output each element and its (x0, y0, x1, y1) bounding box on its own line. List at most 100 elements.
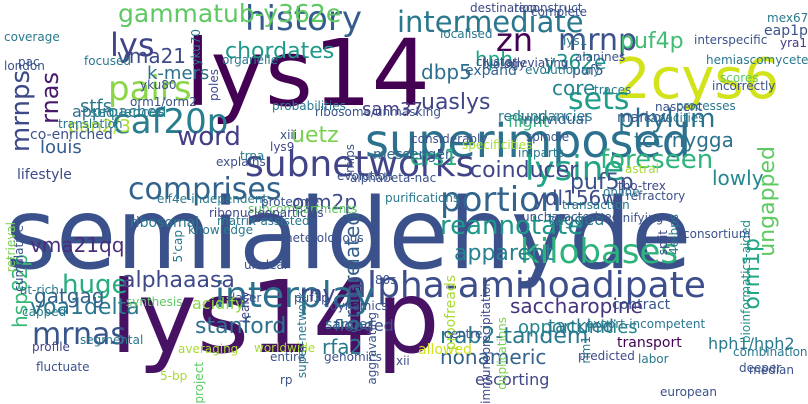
cloud-word: alpha-aminoadipate (345, 265, 706, 306)
cloud-word: unclear (244, 258, 289, 272)
cloud-word: hph (475, 47, 514, 71)
cloud-word: deeper (739, 361, 782, 375)
cloud-word: heterologous (285, 231, 364, 245)
cloud-word: online (603, 185, 640, 199)
cloud-word: transaction (562, 198, 630, 212)
cloud-word: matrix-assisted (217, 214, 310, 228)
cloud-word: genomics (324, 350, 382, 364)
cloud-word: lys (110, 26, 155, 64)
cloud-word: traces (594, 83, 632, 97)
cloud-word: sam37 (362, 99, 423, 120)
cloud-word: refractory (626, 189, 686, 203)
cloud-word: subnetworks (245, 144, 475, 185)
cloud-word: 80s (375, 273, 397, 287)
cloud-word: gammatub-y362e (118, 0, 342, 28)
cloud-word: averaging (178, 342, 239, 356)
cloud-word: european (660, 385, 717, 399)
cloud-word: semialdehyde (5, 178, 692, 292)
cloud-word: capacities (644, 111, 705, 125)
cloud-word: explains (216, 155, 266, 169)
cloud-word: expand (465, 63, 517, 79)
cloud-word: nonameric (440, 345, 547, 369)
cloud-word: puf3p (294, 291, 329, 305)
cloud-word: vma21qq (30, 233, 125, 257)
cloud-word: rim1 (579, 336, 593, 364)
cloud-word: tho-trex (618, 179, 666, 193)
cloud-word: redundancies (498, 109, 593, 125)
cloud-word: mrnp (558, 23, 638, 58)
cloud-word: yku80 (140, 78, 177, 92)
cloud-word: cluster (476, 55, 517, 69)
cloud-word: y362e (544, 50, 607, 74)
cloud-word: yra1 (780, 36, 808, 50)
cloud-word: word (177, 122, 241, 152)
cloud-word: intermediate (397, 5, 584, 39)
cloud-word: ers1 (410, 146, 459, 171)
cloud-word: portion (440, 180, 562, 220)
cloud-word: spindle (526, 130, 570, 144)
cloud-word: dbp5 (421, 60, 472, 84)
cloud-word: imparts (518, 146, 564, 160)
cloud-word: nab2-tandem (440, 324, 589, 349)
cloud-word: kilobases (520, 232, 679, 272)
cloud-word: incorrectly (712, 79, 776, 93)
cloud-word: reannotate (440, 211, 584, 241)
cloud-word: hph1/hph2 (708, 334, 795, 353)
cloud-word: xiii (280, 128, 298, 142)
cloud-word: zn (496, 21, 534, 59)
cloud-word: 5'cap (171, 230, 185, 263)
cloud-word: duplications (495, 317, 509, 390)
cloud-word: localised (440, 27, 493, 41)
cloud-word: alleviating (506, 56, 569, 70)
cloud-word: sequenced (90, 105, 167, 121)
cloud-word: stanford (195, 314, 287, 339)
cloud-word: approaches (72, 102, 166, 121)
cloud-word: entire (270, 350, 306, 364)
cloud-word: synthesis (126, 295, 183, 309)
cloud-word: interplay (215, 275, 376, 316)
cloud-word: 2cys6 (615, 47, 780, 112)
cloud-word: xii (396, 354, 410, 368)
cloud-word: probabilities (272, 99, 346, 113)
cloud-word: vma21 (117, 44, 187, 68)
cloud-word: profile (32, 340, 70, 354)
cloud-word: centre (444, 327, 483, 341)
cloud-word: louis (40, 137, 82, 158)
cloud-word: lifestyle (17, 167, 72, 183)
cloud-word: caf20p (112, 102, 229, 142)
cloud-word: elf4e-independent (157, 192, 268, 206)
cloud-word: puf4p (620, 29, 684, 54)
cloud-word: proteome (261, 195, 320, 209)
cloud-word: sanger (325, 317, 374, 333)
cloud-word: rny (300, 282, 336, 307)
cloud-word: split (656, 230, 670, 256)
cloud-word: translation (58, 117, 123, 131)
cloud-word: transport (617, 335, 682, 351)
cloud-word: destination (470, 1, 538, 15)
cloud-word: fluctuate (36, 360, 90, 374)
cloud-word: foreseen (600, 145, 714, 175)
cloud-word: lys1 (563, 34, 588, 48)
cloud-word: labor (638, 352, 669, 366)
cloud-word: leaky (238, 291, 252, 323)
cloud-word: stfs (80, 96, 113, 117)
cloud-word: knowledge (188, 223, 254, 237)
cloud-word: processes (676, 99, 736, 113)
cloud-word: subcompartments (248, 202, 358, 216)
cloud-word: alanines (575, 50, 626, 64)
cloud-word: reconstruct (514, 1, 583, 15)
cloud-word: london (4, 59, 45, 73)
cloud-word: ribosomal (130, 215, 200, 231)
cloud-word: k-mers (147, 63, 210, 84)
cloud-word: lys14p (110, 259, 440, 376)
cloud-word: sets (568, 82, 630, 117)
cloud-word: focused (84, 54, 132, 68)
cloud-word: lys14 (185, 20, 431, 127)
cloud-word: pac (18, 55, 40, 69)
cloud-word: export-incompetent (586, 317, 706, 331)
cloud-word: considerably (411, 132, 488, 146)
cloud-word: capped (22, 305, 67, 319)
cloud-word: immunoprecipitation (479, 279, 493, 404)
cloud-word: uetz (291, 123, 339, 148)
